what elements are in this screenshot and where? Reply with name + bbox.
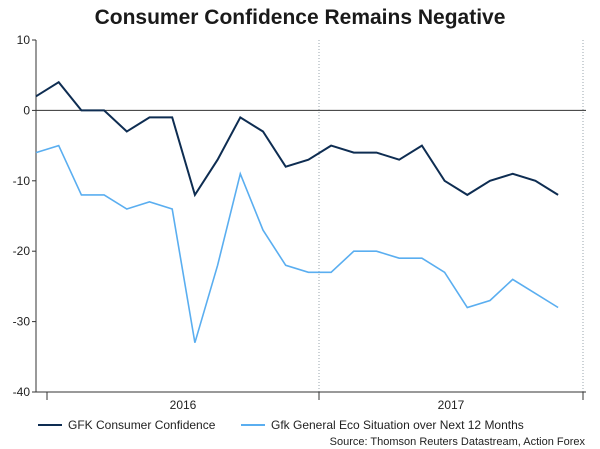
series-layer bbox=[35, 80, 559, 343]
chart-title: Consumer Confidence Remains Negative bbox=[94, 6, 506, 29]
y-tick-label: 0 bbox=[23, 103, 30, 117]
axis-layer: 10 0 -10 -20 -30 -40 2016 2017 bbox=[13, 33, 586, 412]
series-line-gfk-eco-situation bbox=[35, 144, 559, 343]
y-tick-label: -10 bbox=[13, 174, 31, 188]
x-tick-label: 2016 bbox=[170, 398, 197, 412]
legend-label-gfk-consumer-confidence: GFK Consumer Confidence bbox=[68, 418, 216, 432]
grid-layer bbox=[318, 40, 584, 392]
y-tick-label: 10 bbox=[17, 33, 31, 47]
y-tick-label: -20 bbox=[13, 244, 31, 258]
legend-label-gfk-eco-situation: Gfk General Eco Situation over Next 12 M… bbox=[271, 418, 524, 432]
series-line-gfk-consumer-confidence bbox=[35, 80, 559, 198]
x-tick-label: 2017 bbox=[438, 398, 465, 412]
y-tick-label: -30 bbox=[13, 315, 31, 329]
source-note: Source: Thomson Reuters Datastream, Acti… bbox=[330, 436, 586, 448]
y-tick-label: -40 bbox=[13, 385, 31, 399]
legend: GFK Consumer Confidence Gfk General Eco … bbox=[38, 418, 524, 432]
